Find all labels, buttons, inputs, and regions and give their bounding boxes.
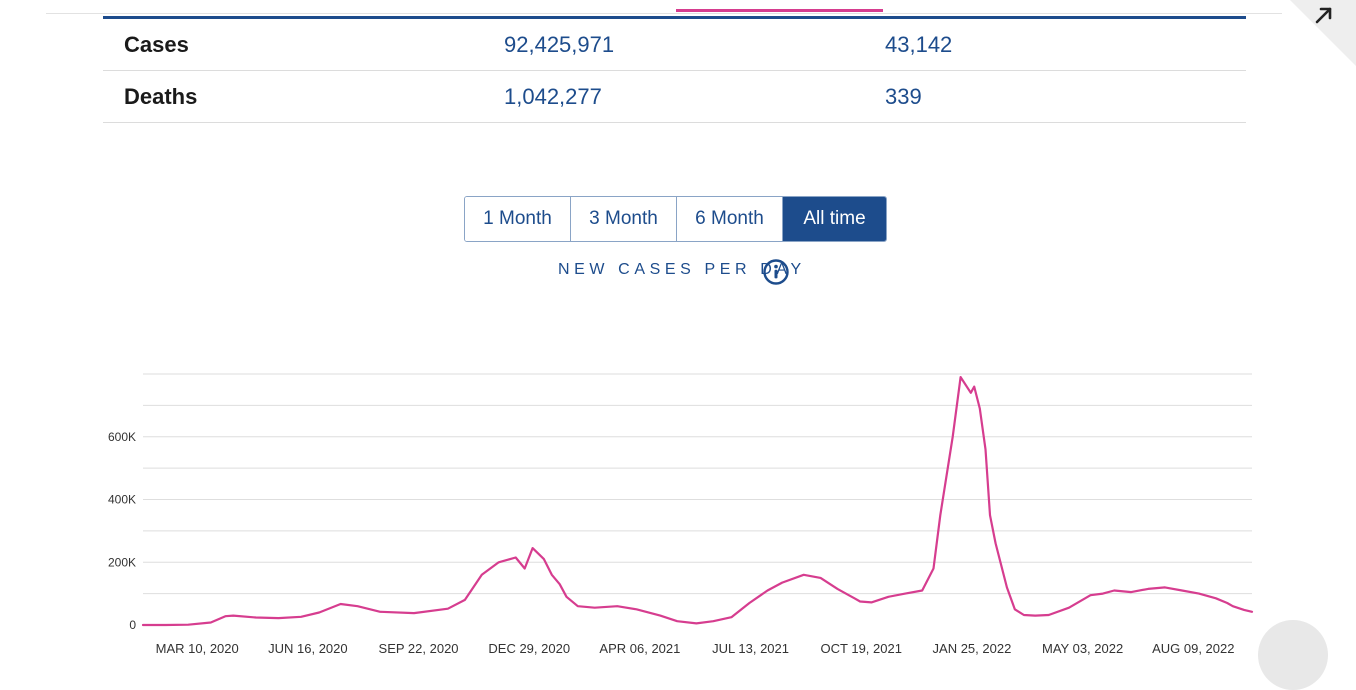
summary-row-deaths: Deaths 1,042,277 339 [103, 71, 1246, 123]
x-tick-label: OCT 19, 2021 [821, 641, 902, 656]
row-recent-value: 339 [885, 84, 922, 109]
corner-fold [1290, 0, 1356, 66]
active-tab-indicator [676, 9, 883, 12]
range-1-month-button[interactable]: 1 Month [465, 197, 571, 241]
x-tick-label: APR 06, 2021 [599, 641, 680, 656]
x-tick-label: JAN 25, 2022 [933, 641, 1012, 656]
x-tick-label: JUN 16, 2020 [268, 641, 348, 656]
y-tick-label: 400K [108, 493, 136, 507]
x-tick-label: MAR 10, 2020 [156, 641, 239, 656]
x-tick-label: DEC 29, 2020 [488, 641, 570, 656]
row-label: Deaths [124, 84, 198, 109]
range-all-time-button[interactable]: All time [783, 197, 886, 241]
range-6-month-button[interactable]: 6 Month [677, 197, 783, 241]
expand-arrow-icon[interactable] [1313, 4, 1335, 26]
chart-title: NEW CASES PER DAY [558, 261, 806, 278]
row-total-value: 1,042,277 [504, 84, 602, 109]
top-divider [46, 13, 1282, 14]
summary-table-top-border [103, 16, 1246, 19]
x-tick-label: SEP 22, 2020 [379, 641, 459, 656]
row-label: Cases [124, 32, 189, 57]
x-tick-label: MAY 03, 2022 [1042, 641, 1123, 656]
new-cases-chart: 0 200K 400K 600K MAR 10, 2020 JUN 16, 2020 SEP… [108, 373, 1254, 656]
x-tick-label: JUL 13, 2021 [712, 641, 789, 656]
row-total-value: 92,425,971 [504, 32, 615, 57]
summary-row-cases: Cases 92,425,971 43,142 [103, 19, 1246, 71]
y-tick-label: 0 [129, 618, 136, 632]
range-3-month-button[interactable]: 3 Month [571, 197, 677, 241]
series-line-new-cases [141, 376, 1254, 627]
time-range-selector: 1 Month 3 Month 6 Month All time [464, 196, 887, 242]
floating-action-button[interactable] [1258, 620, 1328, 690]
x-tick-label: AUG 09, 2022 [1152, 641, 1234, 656]
y-tick-label: 200K [108, 555, 136, 569]
y-tick-label: 600K [108, 430, 136, 444]
info-icon[interactable] [762, 258, 790, 286]
row-recent-value: 43,142 [885, 32, 953, 57]
